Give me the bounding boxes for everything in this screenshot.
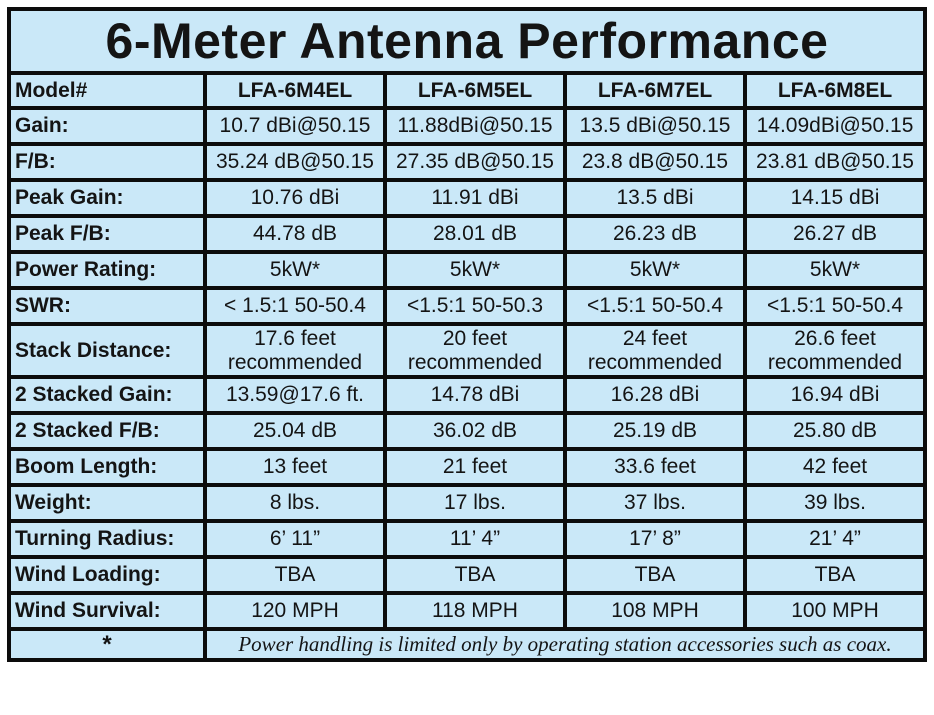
row-value: 35.24 dB@50.15 [202,142,387,182]
row-label: Peak Gain: [6,178,207,218]
row-value: 37 lbs. [562,483,747,524]
row-value: 39 lbs. [742,483,928,524]
table-body: Gain: 10.7 dBi@50.15 11.88dBi@50.15 13.5… [6,106,928,632]
row-value: 26.6 feet recommended [742,321,928,380]
row-label: SWR: [6,286,207,326]
row-value: 8 lbs. [202,483,387,524]
column-header-lfa-6m7el: LFA-6M7EL [562,71,747,110]
row-value: 25.04 dB [202,411,387,452]
table-row: 2 Stacked F/B: 25.04 dB 36.02 dB 25.19 d… [6,411,928,452]
table-row: 2 Stacked Gain: 13.59@17.6 ft. 14.78 dBi… [6,375,928,416]
row-value: < 1.5:1 50-50.4 [202,286,387,326]
row-value: 13.59@17.6 ft. [202,375,387,416]
title-row: 6-Meter Antenna Performance [6,7,928,75]
row-value: 16.94 dBi [742,375,928,416]
footnote-asterisk: * [6,627,207,663]
table-row: Turning Radius: 6’ 11” 11’ 4” 17’ 8” 21’… [6,519,928,560]
column-header-model: Model# [6,71,207,110]
row-value: 118 MPH [382,591,567,632]
row-label: Wind Survival: [6,591,207,632]
row-label: Turning Radius: [6,519,207,560]
row-value: 21’ 4” [742,519,928,560]
header-row: Model# LFA-6M4EL LFA-6M5EL LFA-6M7EL LFA… [6,71,928,110]
row-value: 5kW* [202,250,387,290]
row-label: Gain: [6,106,207,146]
row-label: Power Rating: [6,250,207,290]
row-value: 25.19 dB [562,411,747,452]
row-label: 2 Stacked Gain: [6,375,207,416]
row-value: 5kW* [382,250,567,290]
row-label: Peak F/B: [6,214,207,254]
row-value: 10.7 dBi@50.15 [202,106,387,146]
footnote-row: * Power handling is limited only by oper… [6,627,928,663]
table-row: Boom Length: 13 feet 21 feet 33.6 feet 4… [6,447,928,488]
row-value: 11.91 dBi [382,178,567,218]
page-title: 6-Meter Antenna Performance [6,7,928,75]
row-value: TBA [742,555,928,596]
row-label: Stack Distance: [6,321,207,380]
row-value: <1.5:1 50-50.4 [562,286,747,326]
row-value: 25.80 dB [742,411,928,452]
row-value: 120 MPH [202,591,387,632]
row-value: 28.01 dB [382,214,567,254]
row-value: 17’ 8” [562,519,747,560]
table-row: Power Rating: 5kW* 5kW* 5kW* 5kW* [6,250,928,290]
row-value: 16.28 dBi [562,375,747,416]
row-value: 24 feet recommended [562,321,747,380]
row-value: 36.02 dB [382,411,567,452]
row-value: 44.78 dB [202,214,387,254]
row-value: 5kW* [562,250,747,290]
table-row: Peak F/B: 44.78 dB 28.01 dB 26.23 dB 26.… [6,214,928,254]
row-value: 17.6 feet recommended [202,321,387,380]
row-label: F/B: [6,142,207,182]
row-value: 13.5 dBi [562,178,747,218]
row-label: Boom Length: [6,447,207,488]
row-label: Wind Loading: [6,555,207,596]
row-value: 27.35 dB@50.15 [382,142,567,182]
table-row: Wind Survival: 120 MPH 118 MPH 108 MPH 1… [6,591,928,632]
row-value: 5kW* [742,250,928,290]
row-value: 100 MPH [742,591,928,632]
row-value: 26.23 dB [562,214,747,254]
footnote-text: Power handling is limited only by operat… [202,627,928,663]
row-value: 14.78 dBi [382,375,567,416]
row-value: <1.5:1 50-50.4 [742,286,928,326]
table-row: Peak Gain: 10.76 dBi 11.91 dBi 13.5 dBi … [6,178,928,218]
row-value: 13 feet [202,447,387,488]
row-value: 108 MPH [562,591,747,632]
row-value: 11.88dBi@50.15 [382,106,567,146]
row-value: 14.15 dBi [742,178,928,218]
row-value: 42 feet [742,447,928,488]
row-value: TBA [382,555,567,596]
row-value: 11’ 4” [382,519,567,560]
row-value: TBA [202,555,387,596]
table-row: Wind Loading: TBA TBA TBA TBA [6,555,928,596]
column-header-lfa-6m4el: LFA-6M4EL [202,71,387,110]
row-value: 23.81 dB@50.15 [742,142,928,182]
row-label: Weight: [6,483,207,524]
column-header-lfa-6m8el: LFA-6M8EL [742,71,928,110]
table-row: F/B: 35.24 dB@50.15 27.35 dB@50.15 23.8 … [6,142,928,182]
antenna-performance-table: 6-Meter Antenna Performance Model# LFA-6… [6,7,928,663]
row-value: 17 lbs. [382,483,567,524]
row-value: 10.76 dBi [202,178,387,218]
row-value: <1.5:1 50-50.3 [382,286,567,326]
row-value: 33.6 feet [562,447,747,488]
row-value: 21 feet [382,447,567,488]
row-value: 6’ 11” [202,519,387,560]
table-row: Gain: 10.7 dBi@50.15 11.88dBi@50.15 13.5… [6,106,928,146]
table-row: SWR: < 1.5:1 50-50.4 <1.5:1 50-50.3 <1.5… [6,286,928,326]
row-value: 14.09dBi@50.15 [742,106,928,146]
table-row: Weight: 8 lbs. 17 lbs. 37 lbs. 39 lbs. [6,483,928,524]
column-header-lfa-6m5el: LFA-6M5EL [382,71,567,110]
row-value: 13.5 dBi@50.15 [562,106,747,146]
row-value: 26.27 dB [742,214,928,254]
row-value: TBA [562,555,747,596]
row-label: 2 Stacked F/B: [6,411,207,452]
row-value: 20 feet recommended [382,321,567,380]
row-value: 23.8 dB@50.15 [562,142,747,182]
table-row: Stack Distance: 17.6 feet recommended 20… [6,321,928,380]
